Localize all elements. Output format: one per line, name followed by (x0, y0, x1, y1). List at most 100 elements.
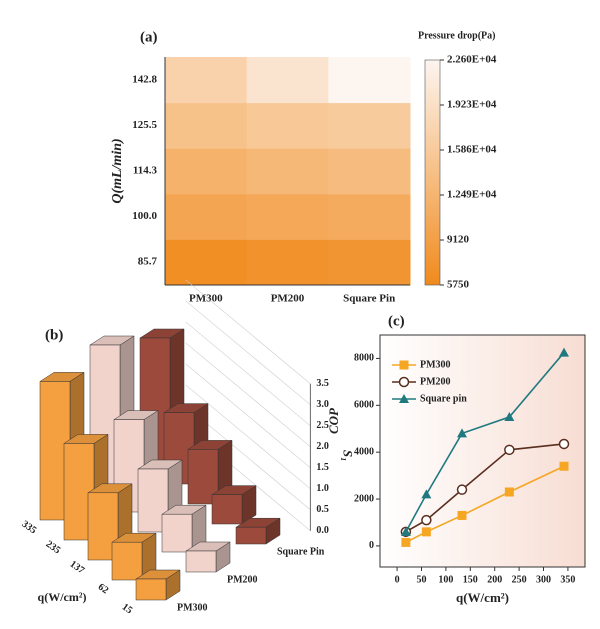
x-tick-label: 100 (438, 574, 453, 585)
z-tick-label: 1.0 (316, 483, 329, 494)
grid-line (185, 363, 311, 469)
heat-cell (165, 239, 248, 286)
colorbar-title: Pressure drop(Pa) (418, 30, 496, 41)
legend-label: PM300 (420, 359, 451, 370)
heat-cell (165, 57, 248, 104)
legend-label: Square pin (420, 393, 467, 404)
heat-cell (246, 57, 329, 104)
x-tick-label: 335 (20, 519, 39, 537)
z-tick-label: 3.5 (316, 378, 329, 389)
bar (111, 541, 143, 581)
x-tick-label: 200 (487, 574, 502, 585)
x-tick-label: 150 (463, 574, 478, 585)
heat-cell (165, 193, 248, 240)
bar (211, 494, 243, 525)
series-label: PM200 (227, 574, 258, 585)
point (457, 428, 467, 438)
x-tick-label: 50 (416, 574, 426, 585)
y-tick-label: 100.0 (132, 210, 157, 222)
x-tick-label: 350 (560, 574, 575, 585)
x-tick-label: PM300 (189, 293, 223, 305)
x-tick-label: Square Pin (343, 293, 395, 305)
z-tick-label: 3.0 (316, 399, 329, 410)
y-tick-label: 0 (369, 540, 374, 551)
heat-cell (328, 57, 411, 104)
point (559, 347, 570, 357)
z-tick-label: 2.0 (316, 441, 329, 452)
point (400, 526, 411, 536)
series-label: PM300 (177, 602, 208, 613)
grid-line (185, 300, 311, 406)
plot-bg (379, 334, 586, 568)
x-axis-label: q(W/cm²) (456, 590, 509, 605)
grid-line (185, 384, 311, 490)
y-tick-label: 85.7 (138, 256, 158, 268)
panel-label: (c) (388, 313, 405, 329)
heat-cell (165, 148, 248, 195)
grid-line (185, 321, 311, 427)
grid-line (185, 279, 311, 385)
bar (161, 513, 193, 553)
y-axis-label: COP (326, 407, 341, 434)
legend-marker (398, 376, 410, 388)
z-tick-label: 0.0 (316, 525, 329, 536)
z-tick-label: 2.5 (316, 420, 329, 431)
heat-cell (246, 102, 329, 149)
y-axis-label: Q(mL/min) (110, 138, 125, 203)
point (421, 514, 432, 526)
z-axis-label: S₁ (340, 450, 355, 462)
heat-cell (328, 148, 411, 195)
colorbar-tick-label: 1.923E+04 (447, 99, 497, 111)
point (421, 489, 432, 499)
colorbar-tick-label: 1.586E+04 (447, 144, 497, 156)
y-tick-label: 4000 (354, 446, 374, 457)
legend-label: PM200 (420, 376, 451, 387)
y-tick-label: 114.3 (133, 165, 158, 177)
point (401, 537, 411, 547)
heat-cell (328, 193, 411, 240)
colorbar (424, 59, 441, 286)
heat-cell (246, 148, 329, 195)
y-tick-label: 6000 (354, 400, 374, 411)
y-tick-label: 142.8 (132, 73, 157, 85)
x-tick-label: 62 (96, 582, 111, 597)
y-tick-label: 2000 (354, 493, 374, 504)
heat-cell (328, 239, 411, 286)
point (456, 484, 468, 495)
colorbar-tick-label: 2.260E+04 (447, 54, 497, 66)
point (421, 527, 431, 537)
x-axis-label: q(W/cm²) (38, 590, 87, 604)
x-tick-label: 15 (120, 602, 135, 617)
bar (185, 550, 217, 573)
y-tick-label: 125.5 (132, 119, 157, 131)
x-tick-label: 300 (536, 574, 551, 585)
panel-label: (b) (45, 327, 63, 343)
point (558, 438, 570, 450)
x-tick-label: PM200 (271, 293, 305, 305)
heat-cell (328, 102, 411, 149)
heat-cell (165, 102, 248, 149)
heat-cell (246, 239, 329, 286)
x-tick-label: 235 (44, 539, 63, 557)
bar (235, 526, 267, 545)
legend-marker (399, 360, 409, 370)
point (504, 412, 515, 422)
colorbar-tick-label: 1.249E+04 (447, 189, 497, 201)
x-tick-label: 250 (512, 574, 527, 585)
heat-cell (246, 193, 329, 240)
z-tick-label: 0.5 (316, 504, 329, 515)
point (457, 510, 467, 520)
z-tick-label: 1.5 (316, 462, 329, 473)
x-tick-label: 137 (68, 559, 87, 577)
y-tick-label: 8000 (354, 353, 374, 364)
colorbar-tick-label: 9120 (447, 234, 470, 246)
point (504, 487, 514, 497)
grid-line (185, 342, 311, 448)
series-label: Square Pin (277, 546, 325, 557)
x-tick-label: 0 (395, 574, 400, 585)
colorbar-tick-label: 5750 (447, 279, 470, 291)
point (504, 444, 515, 456)
bar (135, 578, 167, 601)
legend-marker (399, 394, 409, 403)
